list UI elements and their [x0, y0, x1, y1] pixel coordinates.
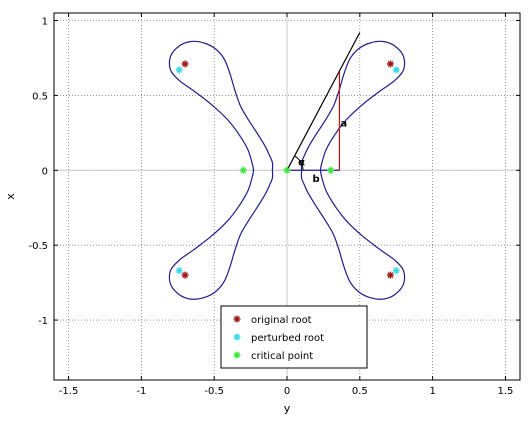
y-tick-label: 0.5: [32, 91, 48, 102]
angle-arc: [294, 155, 304, 171]
x-tick-label: -1.5: [59, 386, 79, 397]
legend-label: critical point: [251, 351, 313, 362]
tick-labels: -1.5 -1 -0.5 0 0.5 1 1.5 1 0.5 0 -0.5 -1: [28, 16, 513, 397]
y-tick-label: 0: [42, 166, 48, 177]
x-tick-label: 0: [284, 386, 290, 397]
legend-marker: [233, 351, 241, 359]
perturbed-root-marker: [175, 66, 183, 74]
marker-layer: [175, 60, 400, 279]
perturbed-root-marker: [392, 66, 400, 74]
annotation-label: α: [298, 157, 305, 168]
y-tick-label: -1: [38, 316, 48, 327]
annotation-label: b: [313, 174, 320, 185]
critical-point-marker: [239, 166, 247, 174]
legend-critical-point: critical point: [233, 351, 313, 362]
x-tick-label: 1.5: [497, 386, 513, 397]
annotation-label: a: [340, 118, 347, 129]
level-curve: [168, 40, 274, 300]
tangent-line: [286, 32, 361, 171]
x-tick-label: -0.5: [204, 386, 224, 397]
critical-point-marker: [283, 166, 291, 174]
x-axis-label: y: [284, 402, 291, 415]
ticks: [54, 13, 520, 380]
perturbed-root-marker: [175, 267, 183, 275]
x-tick-label: -1: [136, 386, 146, 397]
original-root-marker: [386, 271, 394, 279]
legend-label: original root: [251, 315, 312, 326]
legend-label: perturbed root: [251, 333, 324, 344]
legend-perturbed-root: perturbed root: [233, 333, 324, 344]
legend-marker: [233, 315, 241, 323]
annotation-layer: a bα: [286, 32, 361, 185]
y-tick-label: -0.5: [28, 241, 48, 252]
legend-marker: [233, 333, 241, 341]
original-root-marker: [181, 60, 189, 68]
y-axis-label: x: [4, 193, 17, 200]
critical-point-marker: [327, 166, 335, 174]
legend-box: [220, 305, 368, 369]
perturbed-root-marker: [392, 267, 400, 275]
y-tick-label: 1: [42, 16, 48, 27]
original-root-marker: [386, 60, 394, 68]
x-tick-label: 0.5: [352, 386, 368, 397]
original-root-marker: [181, 271, 189, 279]
legend: original root perturbed root critical poin…: [220, 305, 368, 369]
x-tick-label: 1: [429, 386, 435, 397]
legend-original-root: original root: [233, 315, 312, 326]
